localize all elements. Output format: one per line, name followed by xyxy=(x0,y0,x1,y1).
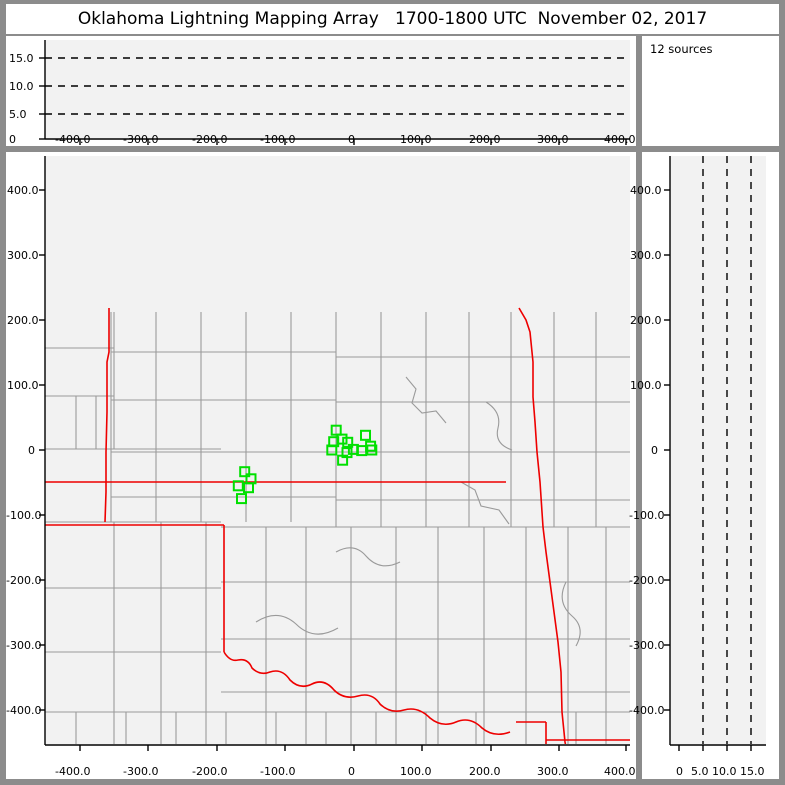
map-xtick-100: 100.0 xyxy=(400,765,432,778)
map-xtick--300: -300.0 xyxy=(123,765,159,778)
state-borders xyxy=(45,307,630,744)
map-ytick--300: -300.0 xyxy=(6,639,42,652)
page-title: Oklahoma Lightning Mapping Array 1700-18… xyxy=(77,9,708,29)
source-count-label: 12 sources xyxy=(650,42,713,56)
top-xtick-300: 300.0 xyxy=(537,133,569,146)
source-marker xyxy=(360,429,371,441)
hist-ytick-200: 200.0 xyxy=(630,314,662,327)
map-xtick-0: 0 xyxy=(348,765,355,778)
source-marker xyxy=(232,480,244,492)
map-ytick-200: 200.0 xyxy=(7,314,39,327)
map-ytick-0: 0 xyxy=(28,444,35,457)
source-marker xyxy=(330,424,342,436)
source-marker xyxy=(342,436,354,448)
map-xtick--400: -400.0 xyxy=(55,765,91,778)
hist-ytick--200: -200.0 xyxy=(629,574,665,587)
hist-xtick-15: 15.0 xyxy=(740,765,765,778)
source-marker xyxy=(326,444,338,456)
top-xtick-200: 200.0 xyxy=(469,133,501,146)
hist-ytick--300: -300.0 xyxy=(629,639,665,652)
source-marker xyxy=(336,433,348,445)
map-xtick--200: -200.0 xyxy=(192,765,228,778)
hist-ytick-300: 300.0 xyxy=(630,249,662,262)
hist-xtick-10: 10.0 xyxy=(712,765,737,778)
source-marker xyxy=(236,493,247,505)
map-xtick-400: 400.0 xyxy=(604,765,636,778)
hist-xtick-0: 0 xyxy=(676,765,683,778)
top-ytick-0: 0 xyxy=(9,133,16,146)
hist-ytick--400: -400.0 xyxy=(629,704,665,717)
map-ytick-300: 300.0 xyxy=(7,249,39,262)
source-marker xyxy=(356,445,368,457)
top-ytick-10: 10.0 xyxy=(9,80,34,93)
map-ytick-100: 100.0 xyxy=(7,379,39,392)
hist-ytick-400: 400.0 xyxy=(630,184,662,197)
top-ytick-15: 15.0 xyxy=(9,52,34,65)
source-markers xyxy=(232,424,378,505)
map-xtick-300: 300.0 xyxy=(537,765,569,778)
source-count-panel: 12 sources xyxy=(642,36,779,146)
map-background xyxy=(45,156,630,744)
map-xtick-200: 200.0 xyxy=(469,765,501,778)
altitude-histogram-panel: 400.0 300.0 200.0 100.0 0 -100.0 -200.0 … xyxy=(629,152,779,779)
hist-ytick-0: 0 xyxy=(651,444,658,457)
altitude-histogram-chart xyxy=(664,156,766,751)
top-xtick-100: 100.0 xyxy=(400,133,432,146)
plan-view-map xyxy=(39,156,630,751)
source-marker xyxy=(243,482,254,494)
hist-ytick-100: 100.0 xyxy=(630,379,662,392)
time-altitude-chart xyxy=(39,40,630,145)
map-xtick--100: -100.0 xyxy=(260,765,296,778)
map-ytick--400: -400.0 xyxy=(6,704,42,717)
hist-ytick--100: -100.0 xyxy=(629,509,665,522)
top-xtick--200: -200.0 xyxy=(192,133,228,146)
time-altitude-panel: 0 5.0 10.0 15.0 xyxy=(6,36,636,146)
source-marker xyxy=(239,466,251,478)
map-ytick--100: -100.0 xyxy=(6,509,42,522)
top-xtick-0: 0 xyxy=(348,133,355,146)
top-xtick-400: 400.0 xyxy=(604,133,636,146)
map-ytick--200: -200.0 xyxy=(6,574,42,587)
top-xtick--300: -300.0 xyxy=(123,133,159,146)
map-geography xyxy=(45,307,630,744)
hist-xtick-5: 5.0 xyxy=(691,765,709,778)
plan-view-map-panel: 400.0 300.0 200.0 100.0 0 -100.0 -200.0 … xyxy=(6,152,636,779)
top-xtick--100: -100.0 xyxy=(260,133,296,146)
title-bar: Oklahoma Lightning Mapping Array 1700-18… xyxy=(6,4,779,34)
map-ytick-400: 400.0 xyxy=(7,184,39,197)
county-borders xyxy=(45,312,630,744)
top-ytick-5: 5.0 xyxy=(9,108,27,121)
source-marker xyxy=(366,444,378,456)
source-marker xyxy=(337,454,349,466)
top-xtick--400: -400.0 xyxy=(55,133,91,146)
